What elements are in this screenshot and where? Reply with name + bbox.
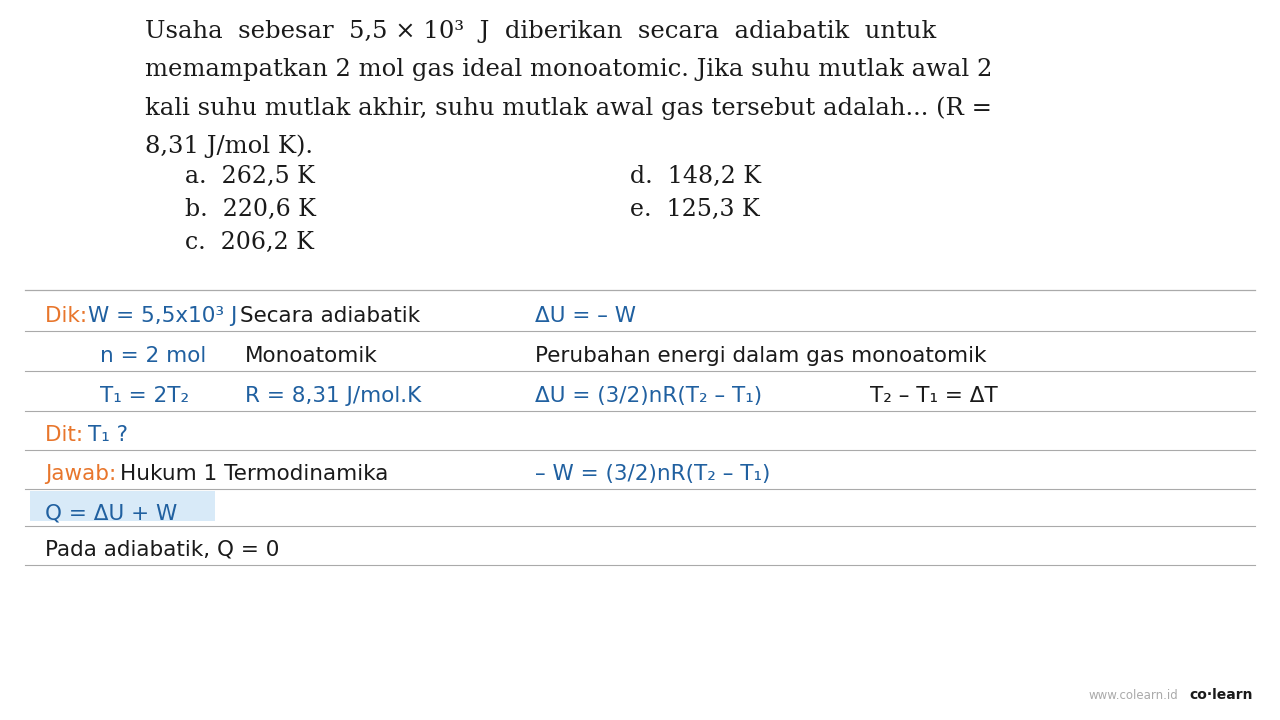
Text: c.  206,2 K: c. 206,2 K: [186, 231, 314, 254]
Text: Perubahan energi dalam gas monoatomik: Perubahan energi dalam gas monoatomik: [535, 346, 987, 366]
Text: n = 2 mol: n = 2 mol: [100, 346, 206, 366]
FancyBboxPatch shape: [29, 491, 215, 521]
Text: Pada adiabatik, Q = 0: Pada adiabatik, Q = 0: [45, 540, 279, 560]
Text: Dit:: Dit:: [45, 425, 90, 445]
Text: Dik:: Dik:: [45, 306, 93, 326]
Text: co·learn: co·learn: [1189, 688, 1253, 702]
Text: Hukum 1 Termodinamika: Hukum 1 Termodinamika: [120, 464, 388, 484]
Text: Q = ΔU + W: Q = ΔU + W: [45, 503, 177, 523]
Text: – W = (3/2)nR(T₂ – T₁): – W = (3/2)nR(T₂ – T₁): [535, 464, 771, 484]
Text: www.colearn.id: www.colearn.id: [1088, 689, 1178, 702]
Text: e.  125,3 K: e. 125,3 K: [630, 198, 759, 221]
Text: W = 5,5x10³ J: W = 5,5x10³ J: [88, 306, 237, 326]
Text: Monoatomik: Monoatomik: [244, 346, 378, 366]
Text: R = 8,31 J/mol.K: R = 8,31 J/mol.K: [244, 386, 421, 406]
Text: a.  262,5 K: a. 262,5 K: [186, 165, 315, 188]
Text: T₁ ?: T₁ ?: [88, 425, 128, 445]
Text: Usaha  sebesar  5,5 × 10³  J  diberikan  secara  adiabatik  untuk: Usaha sebesar 5,5 × 10³ J diberikan seca…: [145, 20, 936, 43]
Text: kali suhu mutlak akhir, suhu mutlak awal gas tersebut adalah... (R =: kali suhu mutlak akhir, suhu mutlak awal…: [145, 96, 992, 120]
Text: d.  148,2 K: d. 148,2 K: [630, 165, 762, 188]
Text: 8,31 J/mol K).: 8,31 J/mol K).: [145, 134, 314, 158]
Text: Jawab:: Jawab:: [45, 464, 123, 484]
Text: Secara adiabatik: Secara adiabatik: [241, 306, 420, 326]
Text: b.  220,6 K: b. 220,6 K: [186, 198, 316, 221]
Text: memampatkan 2 mol gas ideal monoatomic. Jika suhu mutlak awal 2: memampatkan 2 mol gas ideal monoatomic. …: [145, 58, 992, 81]
Text: ΔU = – W: ΔU = – W: [535, 306, 636, 326]
Text: ΔU = (3/2)nR(T₂ – T₁): ΔU = (3/2)nR(T₂ – T₁): [535, 386, 762, 406]
Text: T₂ – T₁ = ΔT: T₂ – T₁ = ΔT: [870, 386, 997, 406]
Text: T₁ = 2T₂: T₁ = 2T₂: [100, 386, 189, 406]
